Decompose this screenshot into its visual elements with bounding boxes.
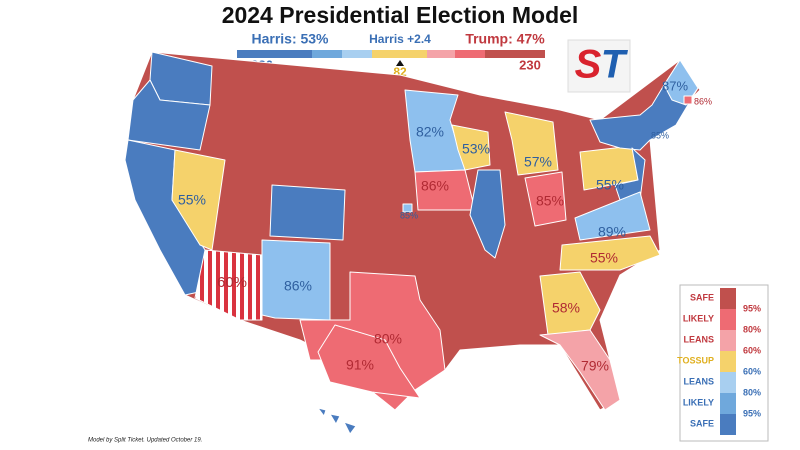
state-label: 91% [346, 357, 374, 373]
state-label: 86% [421, 178, 449, 194]
legend-swatch [720, 309, 736, 330]
legend-category: LIKELY [683, 397, 714, 407]
state-label: 86% [284, 278, 312, 294]
legend-category: SAFE [690, 418, 714, 428]
legend-category: LEANS [683, 334, 714, 344]
state-label: 55% [178, 192, 206, 208]
logo-s: S [575, 43, 602, 87]
legend-category: TOSSUP [677, 355, 714, 365]
state-label: 79% [581, 358, 609, 374]
legend-swatch [720, 372, 736, 393]
us-map [124, 51, 701, 435]
legend-category: LIKELY [683, 313, 714, 323]
legend: SAFE LIKELY LEANS TOSSUP LEANS LIKELY SAFE 95% 8… [677, 284, 769, 442]
state-label: 87% [662, 78, 688, 93]
state-label: 86% [694, 96, 712, 106]
state-label: 55% [596, 177, 624, 193]
legend-threshold: 95% [743, 408, 761, 418]
trump-share: Trump: 47% [465, 31, 545, 47]
state-label: 89% [598, 224, 626, 240]
legend-category: SAFE [690, 292, 714, 302]
legend-threshold: 95% [743, 303, 761, 313]
legend-threshold: 80% [743, 387, 761, 397]
state-label: 82% [416, 124, 444, 140]
state-label: 80% [374, 331, 402, 347]
harris-share: Harris: 53% [251, 31, 329, 47]
legend-swatch [720, 330, 736, 351]
legend-swatch [720, 414, 736, 435]
legend-threshold: 80% [743, 324, 761, 334]
legend-swatch [720, 351, 736, 372]
state-label: 53% [462, 141, 490, 157]
logo: S T [567, 39, 631, 93]
legend-threshold: 60% [743, 345, 761, 355]
state-label: 57% [524, 154, 552, 170]
margin: Harris +2.4 [369, 32, 431, 46]
footnote: Model by Split Ticket. Updated October 1… [88, 438, 202, 444]
state-label: 55% [590, 250, 618, 266]
state-label: 85% [536, 193, 564, 209]
legend-swatch [720, 288, 736, 309]
trump-ev: 230 [519, 57, 541, 72]
logo-t: T [601, 43, 629, 87]
state-labels: 87% 86% 85% 82% 53% 57% 55% 55% 86% 85% 85% 89% 55% 6… [178, 78, 712, 373]
state-label: 85% [651, 130, 669, 140]
legend-threshold: 60% [743, 366, 761, 376]
state-label: 60% [217, 274, 247, 291]
title: 2024 Presidential Election Model [222, 2, 579, 28]
ev-bar [237, 50, 545, 66]
legend-category: LEANS [683, 376, 714, 386]
state-label: 85% [400, 210, 418, 220]
state-label: 58% [552, 300, 580, 316]
legend-swatch [720, 393, 736, 414]
